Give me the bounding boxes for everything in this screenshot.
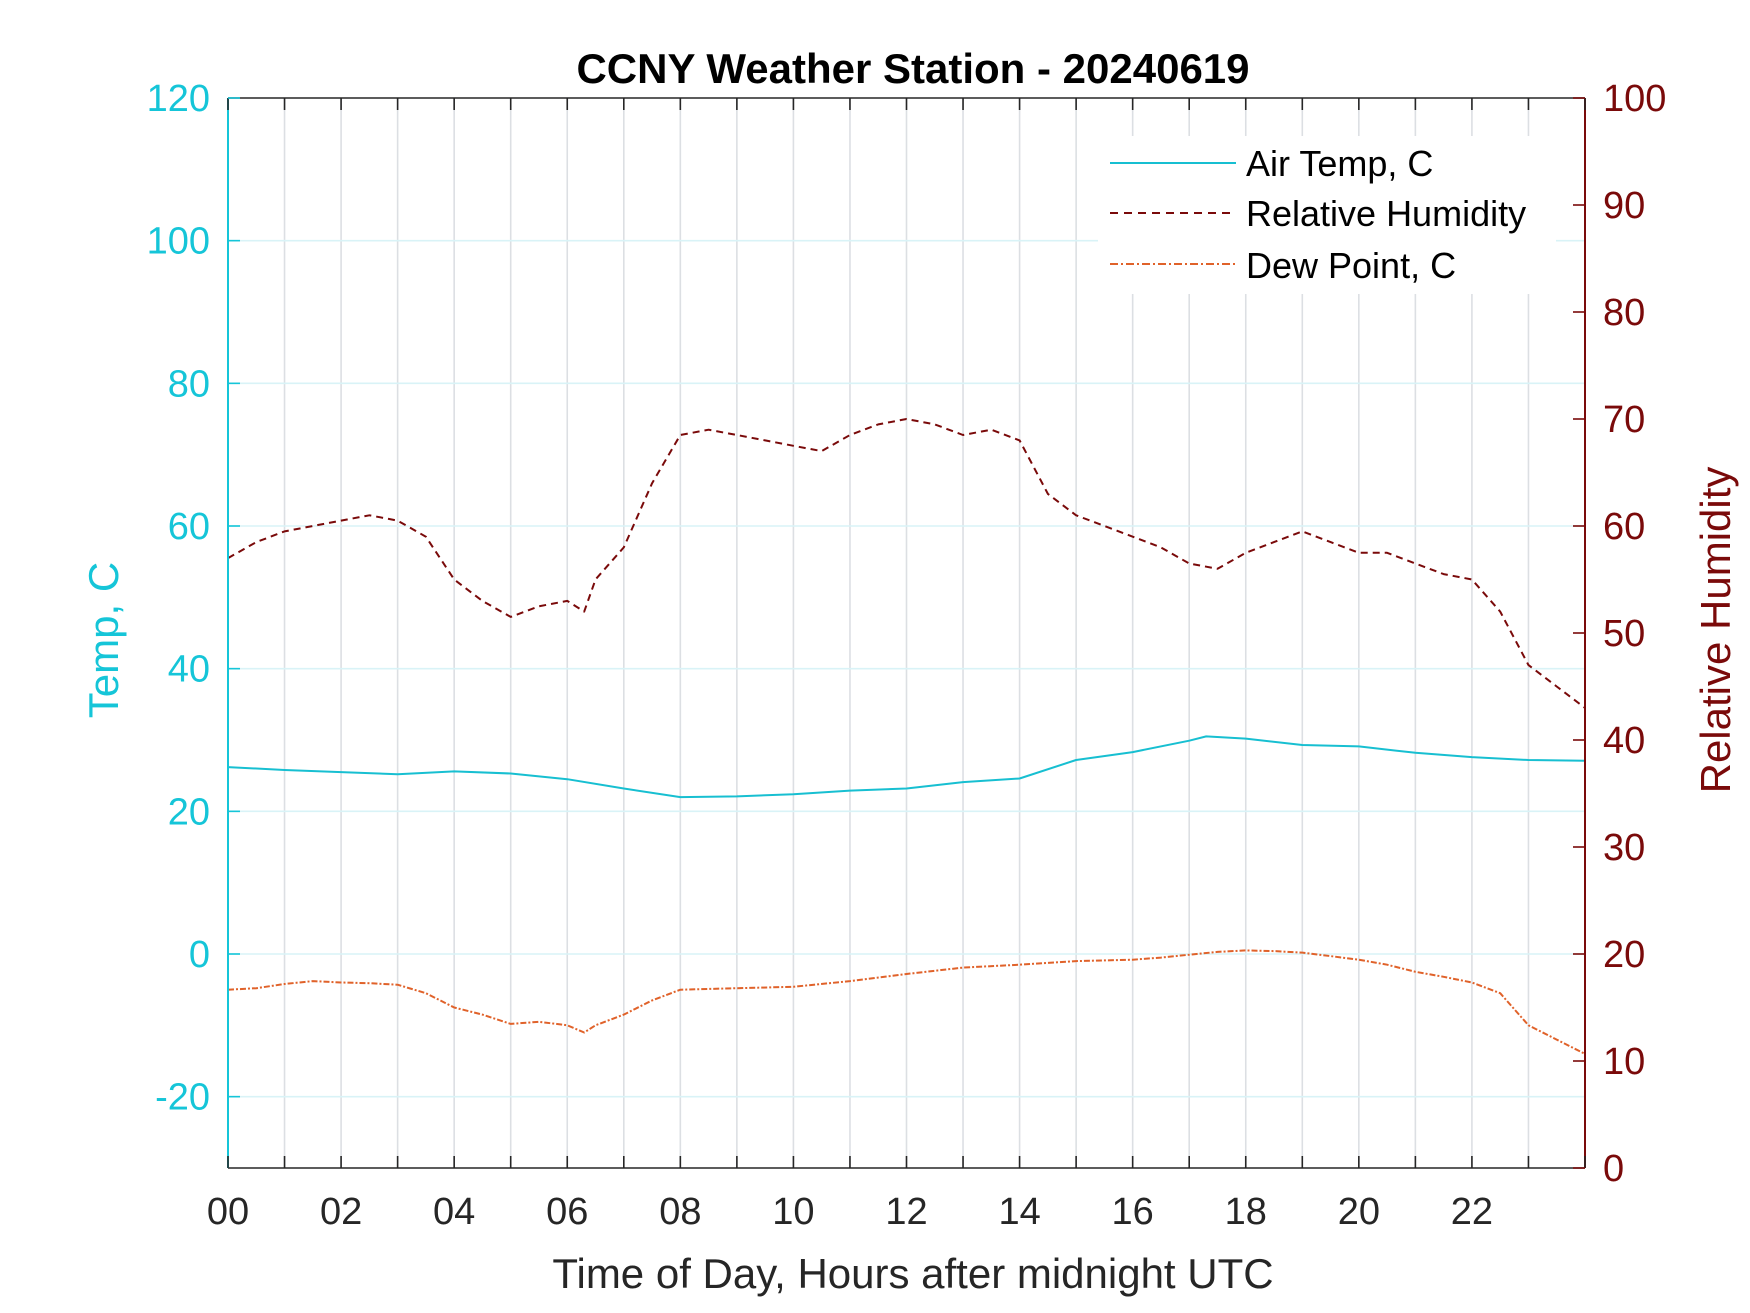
left-axis-label: Temp, C: [80, 562, 127, 718]
y-left-tick-label: 60: [168, 506, 210, 548]
x-axis-label: Time of Day, Hours after midnight UTC: [552, 1250, 1273, 1297]
x-tick-label: 18: [1225, 1191, 1267, 1233]
y-left-tick-label: -20: [155, 1077, 210, 1119]
right-axis-label: Relative Humidity: [1692, 467, 1739, 794]
series-lines: [227, 418, 1586, 1055]
legend: Air Temp, C Relative Humidity Dew Point,…: [1098, 136, 1556, 294]
legend-label-dew-point: Dew Point, C: [1246, 245, 1456, 286]
grid: [228, 98, 1585, 1168]
legend-label-air-temp: Air Temp, C: [1246, 143, 1433, 184]
y-left-tick-label: 120: [147, 78, 210, 120]
y-right-tick-label: 40: [1603, 720, 1645, 762]
legend-label-relative-humidity: Relative Humidity: [1246, 193, 1526, 234]
x-tick-label: 06: [546, 1191, 588, 1233]
series-relative-humidity: [227, 418, 1586, 709]
y-left-tick-label: 20: [168, 791, 210, 833]
y-right-tick-label: 50: [1603, 613, 1645, 655]
series-air-temp: [227, 735, 1586, 799]
x-tick-label: 00: [207, 1191, 249, 1233]
x-tick-label: 08: [659, 1191, 701, 1233]
x-tick-label: 10: [772, 1191, 814, 1233]
x-tick-label: 14: [998, 1191, 1040, 1233]
tick-labels: 00 02 04 06 08 10 12 14 16 18 20 22-200204060801001…: [147, 78, 1667, 1233]
series-dew-point: [227, 949, 1586, 1055]
y-right-tick-label: 80: [1603, 292, 1645, 334]
x-tick-label: 16: [1112, 1191, 1154, 1233]
y-right-tick-label: 30: [1603, 827, 1645, 869]
x-tick-label: 20: [1338, 1191, 1380, 1233]
y-right-tick-label: 20: [1603, 934, 1645, 976]
y-right-tick-label: 90: [1603, 185, 1645, 227]
x-tick-label: 12: [885, 1191, 927, 1233]
y-right-tick-label: 60: [1603, 506, 1645, 548]
y-right-tick-label: 10: [1603, 1041, 1645, 1083]
y-left-tick-label: 40: [168, 649, 210, 691]
y-left-tick-label: 80: [168, 363, 210, 405]
y-left-tick-label: 0: [189, 934, 210, 976]
x-tick-label: 04: [433, 1191, 475, 1233]
y-right-tick-label: 70: [1603, 399, 1645, 441]
y-right-tick-label: 0: [1603, 1148, 1624, 1190]
x-tick-label: 22: [1451, 1191, 1493, 1233]
y-left-tick-label: 100: [147, 221, 210, 263]
axes: [227, 97, 1586, 1169]
x-tick-label: 02: [320, 1191, 362, 1233]
chart-title: CCNY Weather Station - 20240619: [576, 45, 1249, 92]
y-right-tick-label: 100: [1603, 78, 1666, 120]
